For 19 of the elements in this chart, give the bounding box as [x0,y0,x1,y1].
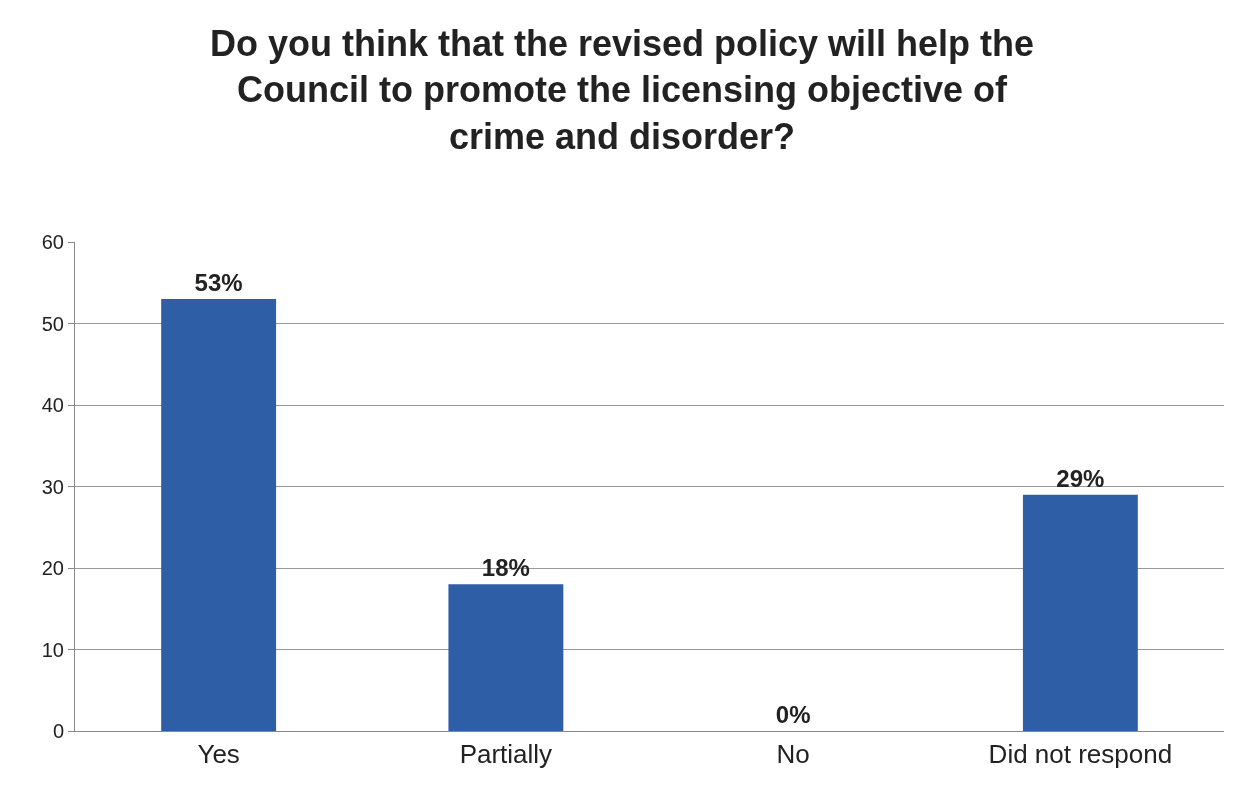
data-label: 53% [194,269,243,297]
data-label: 0% [775,701,811,728]
x-tick-label: Yes [197,739,240,770]
y-tick-label: 20 [41,557,64,579]
y-tick-label: 30 [41,475,64,498]
chart-title: Do you think that the revised policy will help the Council to promote the licensing objective of crime and disorder? [209,22,1035,158]
bar [448,584,564,731]
y-tick-label: 50 [41,312,64,335]
bar [1022,494,1138,731]
y-tick-label: 40 [41,394,64,416]
x-tick-label: Partially [459,739,553,770]
data-label: 18% [481,554,530,582]
x-tick-label: No [776,739,810,770]
y-tick-label: 60 [41,231,64,253]
y-tick-label: 0 [52,720,64,742]
x-tick-label: Did not respond [988,739,1173,770]
bar [161,299,277,731]
data-label: 29% [1056,464,1105,492]
y-tick-label: 10 [41,638,64,661]
